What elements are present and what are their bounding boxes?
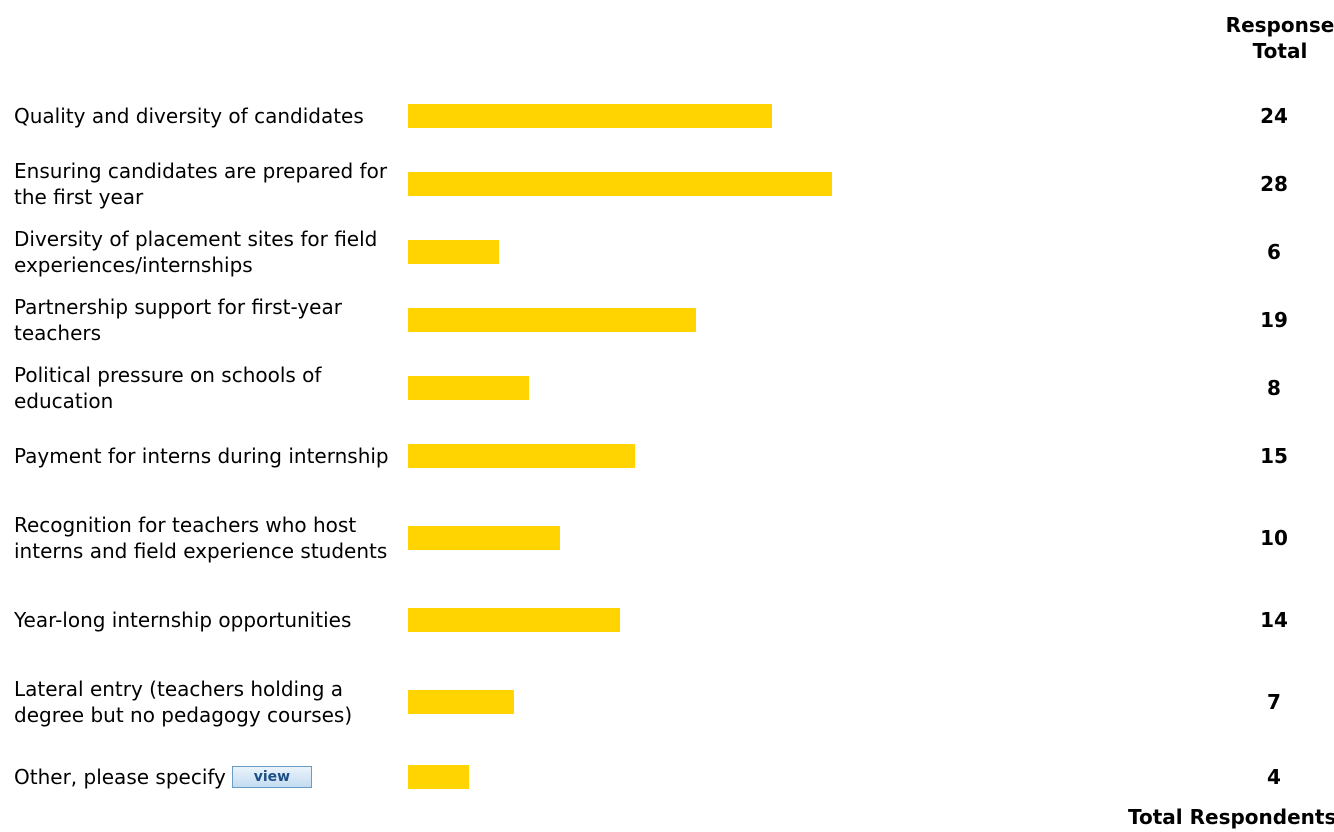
response-total-value: 10 (1260, 526, 1288, 550)
bar (408, 376, 529, 400)
bar-row: Ensuring candidates are prepared for the… (0, 150, 1334, 218)
category-label: Lateral entry (teachers holding a degree… (14, 676, 394, 728)
bar (408, 690, 514, 714)
category-label: Political pressure on schools of educati… (14, 362, 394, 414)
response-total-value: 14 (1260, 608, 1288, 632)
category-label: Year-long internship opportunities (14, 607, 394, 633)
bar (408, 104, 772, 128)
response-total-value: 6 (1267, 240, 1281, 264)
response-total-header: Response Total (1190, 12, 1334, 64)
category-label-text: Recognition for teachers who host intern… (14, 513, 388, 563)
category-label: Partnership support for first-year teach… (14, 294, 394, 346)
bar-row: Quality and diversity of candidates 24 (0, 82, 1334, 150)
category-label: Quality and diversity of candidates (14, 103, 394, 129)
category-label-text: Lateral entry (teachers holding a degree… (14, 677, 353, 727)
bar-row: Diversity of placement sites for field e… (0, 218, 1334, 286)
category-label-text: Political pressure on schools of educati… (14, 363, 322, 413)
bar (408, 765, 469, 789)
bar (408, 608, 620, 632)
category-label-text: Ensuring candidates are prepared for the… (14, 159, 388, 209)
bar-row: Lateral entry (teachers holding a degree… (0, 654, 1334, 750)
header-line-response: Response (1225, 13, 1334, 37)
bar-row: Payment for interns during internship 15 (0, 422, 1334, 490)
bar (408, 240, 499, 264)
category-label: Payment for interns during internship (14, 443, 394, 469)
category-label-text: Quality and diversity of candidates (14, 104, 364, 128)
bar-row: Other, please specify view 4 (0, 750, 1334, 804)
category-label: Recognition for teachers who host intern… (14, 512, 394, 564)
response-total-value: 8 (1267, 376, 1281, 400)
category-label: Other, please specify view (14, 764, 394, 790)
bar-row: Year-long internship opportunities 14 (0, 586, 1334, 654)
bar (408, 172, 832, 196)
bar-row: Recognition for teachers who host intern… (0, 490, 1334, 586)
response-total-value: 15 (1260, 444, 1288, 468)
category-label-text: Year-long internship opportunities (14, 608, 352, 632)
category-label-text: Diversity of placement sites for field e… (14, 227, 378, 277)
total-respondents-label: Total Respondents (1128, 805, 1334, 829)
response-total-value: 7 (1267, 690, 1281, 714)
bar-row: Political pressure on schools of educati… (0, 354, 1334, 422)
response-total-value: 28 (1260, 172, 1288, 196)
bar-row: Partnership support for first-year teach… (0, 286, 1334, 354)
chart-rows: Quality and diversity of candidates 24 Ens… (0, 82, 1334, 804)
response-total-value: 4 (1267, 765, 1281, 789)
category-label-text: Payment for interns during internship (14, 444, 389, 468)
header-line-total: Total (1252, 39, 1308, 63)
category-label-text: Other, please specify (14, 765, 226, 789)
bar (408, 444, 635, 468)
category-label: Diversity of placement sites for field e… (14, 226, 394, 278)
view-button[interactable]: view (231, 765, 312, 788)
response-total-value: 24 (1260, 104, 1288, 128)
bar (408, 526, 560, 550)
category-label: Ensuring candidates are prepared for the… (14, 158, 394, 210)
category-label-text: Partnership support for first-year teach… (14, 295, 342, 345)
bar (408, 308, 696, 332)
response-total-value: 19 (1260, 308, 1288, 332)
